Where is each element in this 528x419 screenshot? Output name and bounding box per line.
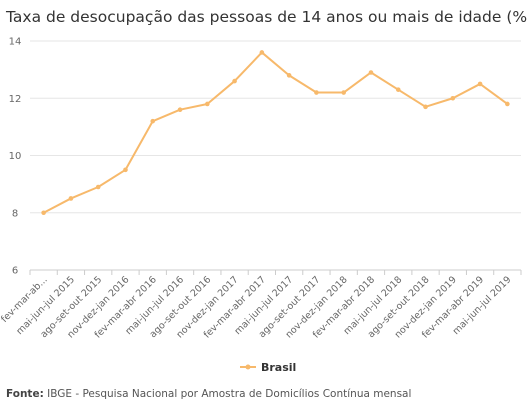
series-line: [43, 51, 508, 214]
data-point: [68, 196, 74, 201]
line-chart: 6 8 10 12 14 fev-mar-ab...mai-jun-jul 2015ag…: [0, 37, 522, 374]
y-axis: 6 8 10 12 14: [9, 37, 22, 277]
data-point: [232, 78, 237, 84]
data-point: [123, 167, 128, 173]
y-tick-label: 8: [12, 208, 18, 219]
series-brasil: [41, 50, 510, 216]
data-point: [95, 184, 101, 190]
data-point: [286, 73, 292, 78]
data-point: [41, 210, 46, 216]
data-point: [205, 101, 210, 107]
data-point: [505, 101, 510, 107]
data-point: [177, 107, 183, 112]
data-point: [341, 90, 346, 95]
y-tick-label: 14: [9, 37, 22, 48]
grid-lines: [30, 40, 521, 271]
y-tick-label: 12: [9, 94, 22, 105]
source-note: Fonte: IBGE - Pesquisa Nacional por Amos…: [6, 388, 411, 400]
y-tick-label: 6: [12, 266, 18, 277]
data-point: [395, 87, 401, 92]
legend-label: Brasil: [261, 361, 296, 374]
data-point: [423, 104, 428, 110]
y-tick-label: 10: [9, 151, 22, 162]
data-point: [150, 118, 156, 124]
data-point: [368, 70, 374, 75]
data-point: [477, 81, 483, 87]
chart-title: Taxa de desocupação das pessoas de 14 an…: [6, 8, 528, 26]
source-label: Fonte:: [6, 388, 44, 400]
data-point: [450, 95, 456, 101]
x-axis: fev-mar-ab...mai-jun-jul 2015ago-set-out…: [0, 270, 522, 341]
source-text: IBGE - Pesquisa Nacional por Amostra de …: [47, 388, 412, 400]
data-point: [314, 90, 319, 95]
legend: Brasil: [240, 361, 296, 374]
data-point: [259, 50, 265, 55]
legend-marker: [245, 364, 251, 370]
